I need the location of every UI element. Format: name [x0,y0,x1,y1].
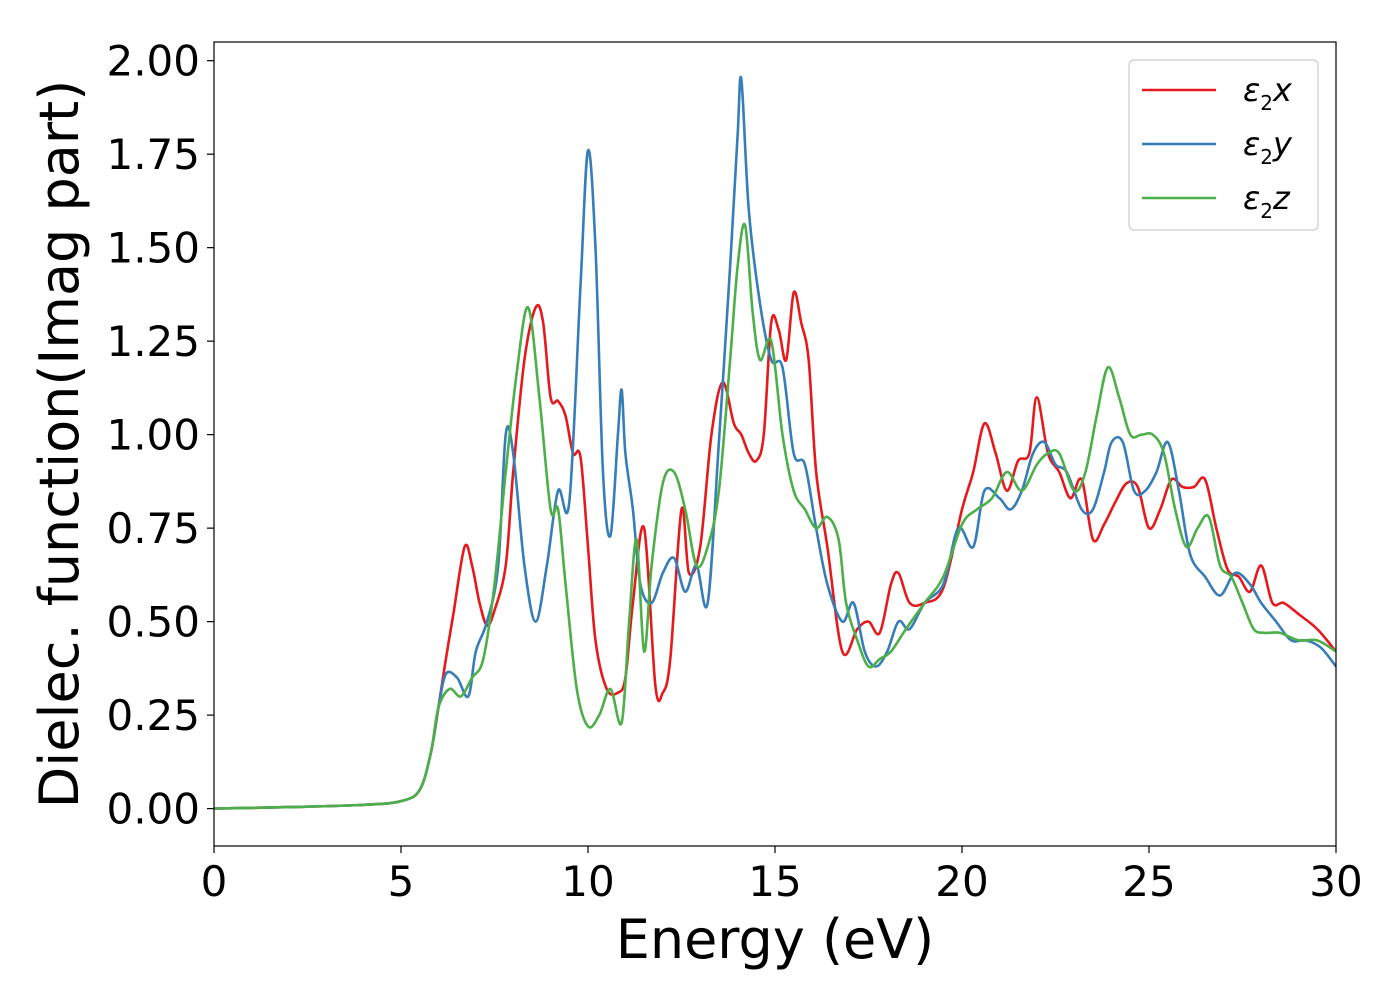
x-tick-label: 5 [388,857,415,906]
x-tick-label: 30 [1309,857,1362,906]
x-tick-label: 25 [1122,857,1175,906]
y-axis: 0.00 0.25 0.50 0.75 1.00 1.25 1.50 1.75 2.00 [106,37,214,834]
series-line-z [214,222,1336,810]
y-tick-label: 0.00 [106,785,200,834]
y-tick-label: 0.50 [106,598,200,647]
x-tick-label: 20 [935,857,988,906]
x-tick-label: 15 [748,857,801,906]
legend-label: ε2z [1243,179,1291,223]
y-tick-label: 1.75 [106,130,200,179]
y-tick-label: 0.25 [106,691,200,740]
legend-box [1128,59,1319,231]
y-tick-label: 0.75 [106,504,200,553]
y-tick-label: 2.00 [106,37,200,86]
x-axis-title: Energy (eV) [616,908,935,971]
legend: ε2x ε2y ε2z [1128,59,1319,231]
series-line-x [214,290,1336,810]
x-axis: 0 5 10 15 20 25 30 [201,846,1363,906]
x-tick-label: 0 [201,857,228,906]
legend-label: ε2x [1243,71,1293,115]
series-layer [214,75,1336,810]
series-line-y [214,75,1336,810]
y-axis-title: Dielec. function(Imag part) [28,80,91,809]
legend-label: ε2y [1243,125,1293,169]
y-tick-label: 1.25 [106,317,200,366]
x-tick-label: 10 [561,857,614,906]
y-tick-label: 1.50 [106,224,200,273]
y-tick-label: 1.00 [106,411,200,460]
